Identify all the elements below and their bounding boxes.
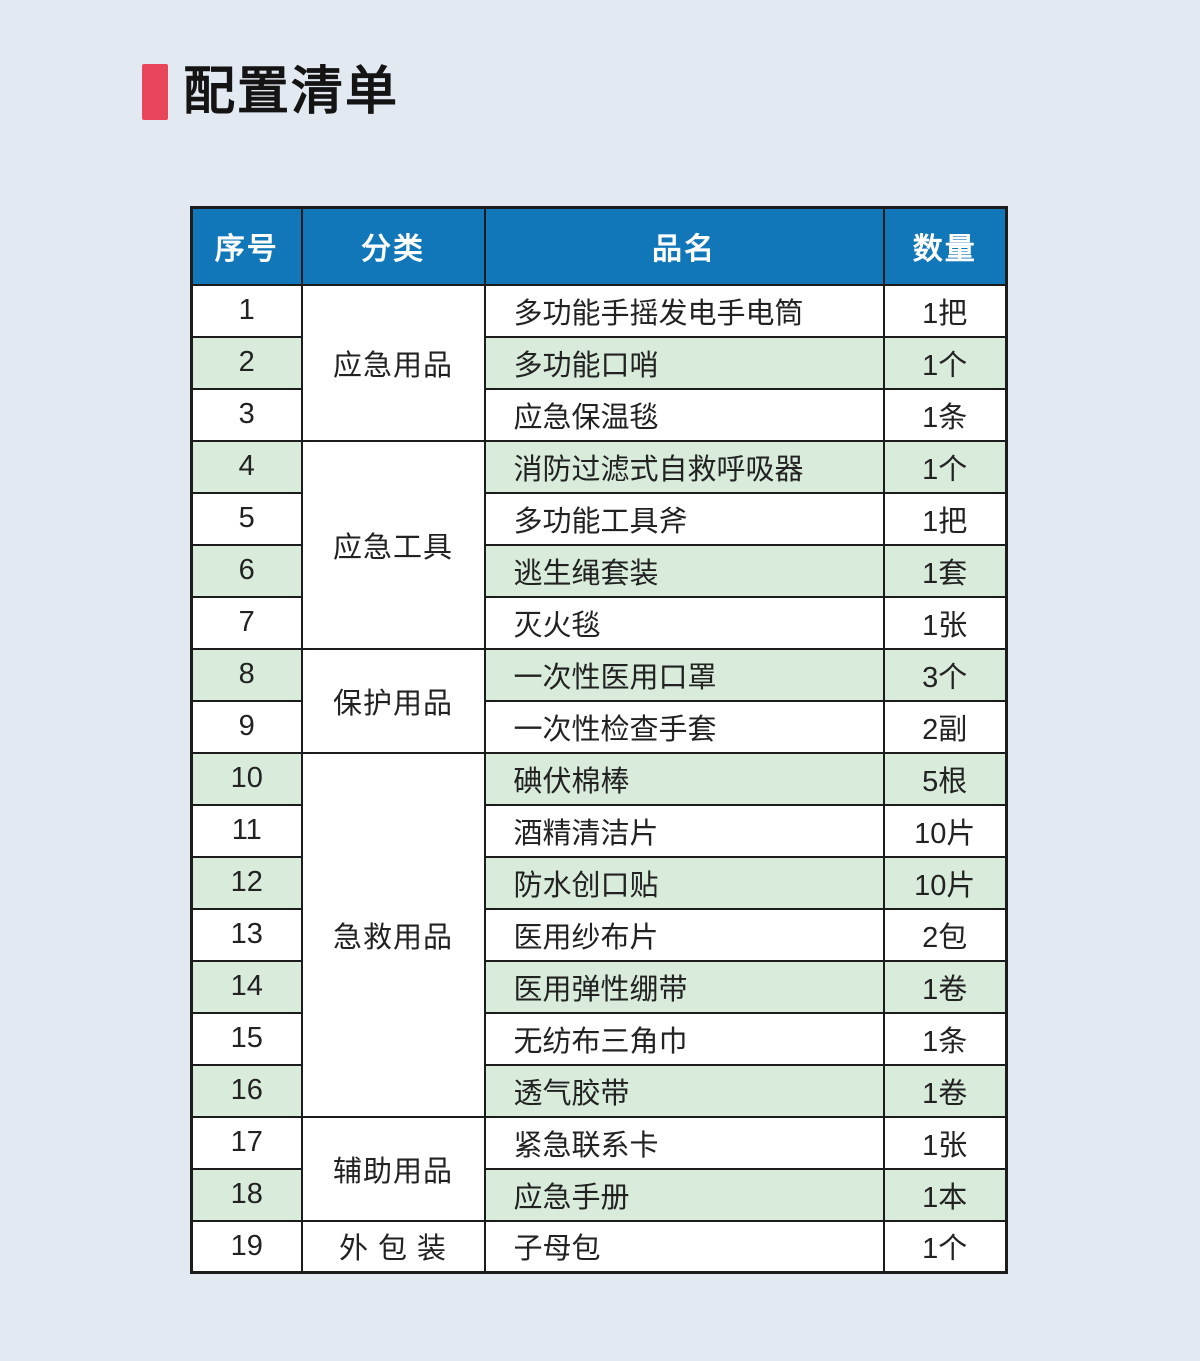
table-row: 15 无纺布三角巾 1条 xyxy=(190,1011,1008,1066)
table-row: 2 多功能口哨 1个 xyxy=(190,335,1008,390)
title-accent-bar xyxy=(142,64,168,120)
quantity-cell: 1个 xyxy=(882,439,1008,494)
table-row: 18 应急手册 1本 xyxy=(190,1167,1008,1222)
table-row: 6 逃生绳套装 1套 xyxy=(190,543,1008,598)
column-header-no: 序号 xyxy=(190,206,303,286)
item-name-cell: 一次性检查手套 xyxy=(483,699,885,754)
title-block: 配置清单 xyxy=(142,64,399,120)
item-name-cell: 子母包 xyxy=(483,1219,885,1274)
row-number-cell: 18 xyxy=(190,1167,303,1222)
item-name-cell: 应急手册 xyxy=(483,1167,885,1222)
row-number-cell: 19 xyxy=(190,1219,303,1274)
column-header-qty: 数量 xyxy=(882,206,1008,286)
row-number-cell: 17 xyxy=(190,1115,303,1170)
quantity-cell: 1张 xyxy=(882,1115,1008,1170)
column-header-name: 品名 xyxy=(483,206,885,286)
row-number-cell: 5 xyxy=(190,491,303,546)
row-number-cell: 11 xyxy=(190,803,303,858)
quantity-cell: 1条 xyxy=(882,387,1008,442)
quantity-cell: 1本 xyxy=(882,1167,1008,1222)
row-number-cell: 15 xyxy=(190,1011,303,1066)
row-number-cell: 3 xyxy=(190,387,303,442)
category-cell: 应急用品 xyxy=(300,283,486,442)
item-name-cell: 防水创口贴 xyxy=(483,855,885,910)
page-title: 配置清单 xyxy=(183,63,400,121)
quantity-cell: 10片 xyxy=(882,803,1008,858)
item-name-cell: 碘伏棉棒 xyxy=(483,751,885,806)
category-cell: 辅助用品 xyxy=(300,1115,486,1222)
table-row: 1 应急用品 多功能手摇发电手电筒 1把 xyxy=(190,283,1008,442)
item-name-cell: 紧急联系卡 xyxy=(483,1115,885,1170)
quantity-cell: 2包 xyxy=(882,907,1008,962)
table-row: 10 急救用品 碘伏棉棒 5根 xyxy=(190,751,1008,1118)
row-number-cell: 14 xyxy=(190,959,303,1014)
row-number-cell: 8 xyxy=(190,647,303,702)
category-cell: 外 包 装 xyxy=(300,1219,486,1274)
row-number-cell: 4 xyxy=(190,439,303,494)
quantity-cell: 1张 xyxy=(882,595,1008,650)
table-header: 序号 分类 品名 数量 xyxy=(190,206,1008,286)
quantity-cell: 1条 xyxy=(882,1011,1008,1066)
category-cell: 急救用品 xyxy=(300,751,486,1118)
item-name-cell: 多功能工具斧 xyxy=(483,491,885,546)
item-name-cell: 消防过滤式自救呼吸器 xyxy=(483,439,885,494)
row-number-cell: 7 xyxy=(190,595,303,650)
quantity-cell: 1套 xyxy=(882,543,1008,598)
quantity-cell: 1个 xyxy=(882,335,1008,390)
quantity-cell: 3个 xyxy=(882,647,1008,702)
item-name-cell: 多功能手摇发电手电筒 xyxy=(483,283,885,338)
row-number-cell: 12 xyxy=(190,855,303,910)
table-row: 13 医用纱布片 2包 xyxy=(190,907,1008,962)
table-row: 12 防水创口贴 10片 xyxy=(190,855,1008,910)
row-number-cell: 9 xyxy=(190,699,303,754)
table-row: 4 应急工具 消防过滤式自救呼吸器 1个 xyxy=(190,439,1008,650)
quantity-cell: 1把 xyxy=(882,491,1008,546)
item-name-cell: 多功能口哨 xyxy=(483,335,885,390)
item-name-cell: 医用纱布片 xyxy=(483,907,885,962)
row-number-cell: 6 xyxy=(190,543,303,598)
category-cell: 应急工具 xyxy=(300,439,486,650)
quantity-cell: 2副 xyxy=(882,699,1008,754)
column-header-category: 分类 xyxy=(300,206,486,286)
quantity-cell: 1个 xyxy=(882,1219,1008,1274)
table-row: 9 一次性检查手套 2副 xyxy=(190,699,1008,754)
item-name-cell: 逃生绳套装 xyxy=(483,543,885,598)
quantity-cell: 1卷 xyxy=(882,959,1008,1014)
row-number-cell: 2 xyxy=(190,335,303,390)
row-number-cell: 1 xyxy=(190,283,303,338)
quantity-cell: 1卷 xyxy=(882,1063,1008,1118)
item-name-cell: 应急保温毯 xyxy=(483,387,885,442)
item-name-cell: 无纺布三角巾 xyxy=(483,1011,885,1066)
quantity-cell: 1把 xyxy=(882,283,1008,338)
item-name-cell: 酒精清洁片 xyxy=(483,803,885,858)
category-cell: 保护用品 xyxy=(300,647,486,754)
table-row: 17 辅助用品 紧急联系卡 1张 xyxy=(190,1115,1008,1222)
row-number-cell: 10 xyxy=(190,751,303,806)
table-row: 16 透气胶带 1卷 xyxy=(190,1063,1008,1118)
table-row: 19 外 包 装 子母包 1个 xyxy=(190,1219,1008,1274)
item-name-cell: 医用弹性绷带 xyxy=(483,959,885,1014)
header-row: 序号 分类 品名 数量 xyxy=(190,206,1008,286)
table-row: 7 灭火毯 1张 xyxy=(190,595,1008,650)
table-row: 5 多功能工具斧 1把 xyxy=(190,491,1008,546)
table-row: 3 应急保温毯 1条 xyxy=(190,387,1008,442)
config-table: 序号 分类 品名 数量 1 应急用品 多功能手摇发电手电筒 1把 2 多功能口哨… xyxy=(190,206,1008,1274)
table-row: 8 保护用品 一次性医用口罩 3个 xyxy=(190,647,1008,754)
quantity-cell: 5根 xyxy=(882,751,1008,806)
quantity-cell: 10片 xyxy=(882,855,1008,910)
table-row: 11 酒精清洁片 10片 xyxy=(190,803,1008,858)
item-name-cell: 灭火毯 xyxy=(483,595,885,650)
row-number-cell: 16 xyxy=(190,1063,303,1118)
item-name-cell: 透气胶带 xyxy=(483,1063,885,1118)
table-body: 1 应急用品 多功能手摇发电手电筒 1把 2 多功能口哨 1个 3 应急保温毯 … xyxy=(190,283,1008,1274)
table-row: 14 医用弹性绷带 1卷 xyxy=(190,959,1008,1014)
row-number-cell: 13 xyxy=(190,907,303,962)
item-name-cell: 一次性医用口罩 xyxy=(483,647,885,702)
